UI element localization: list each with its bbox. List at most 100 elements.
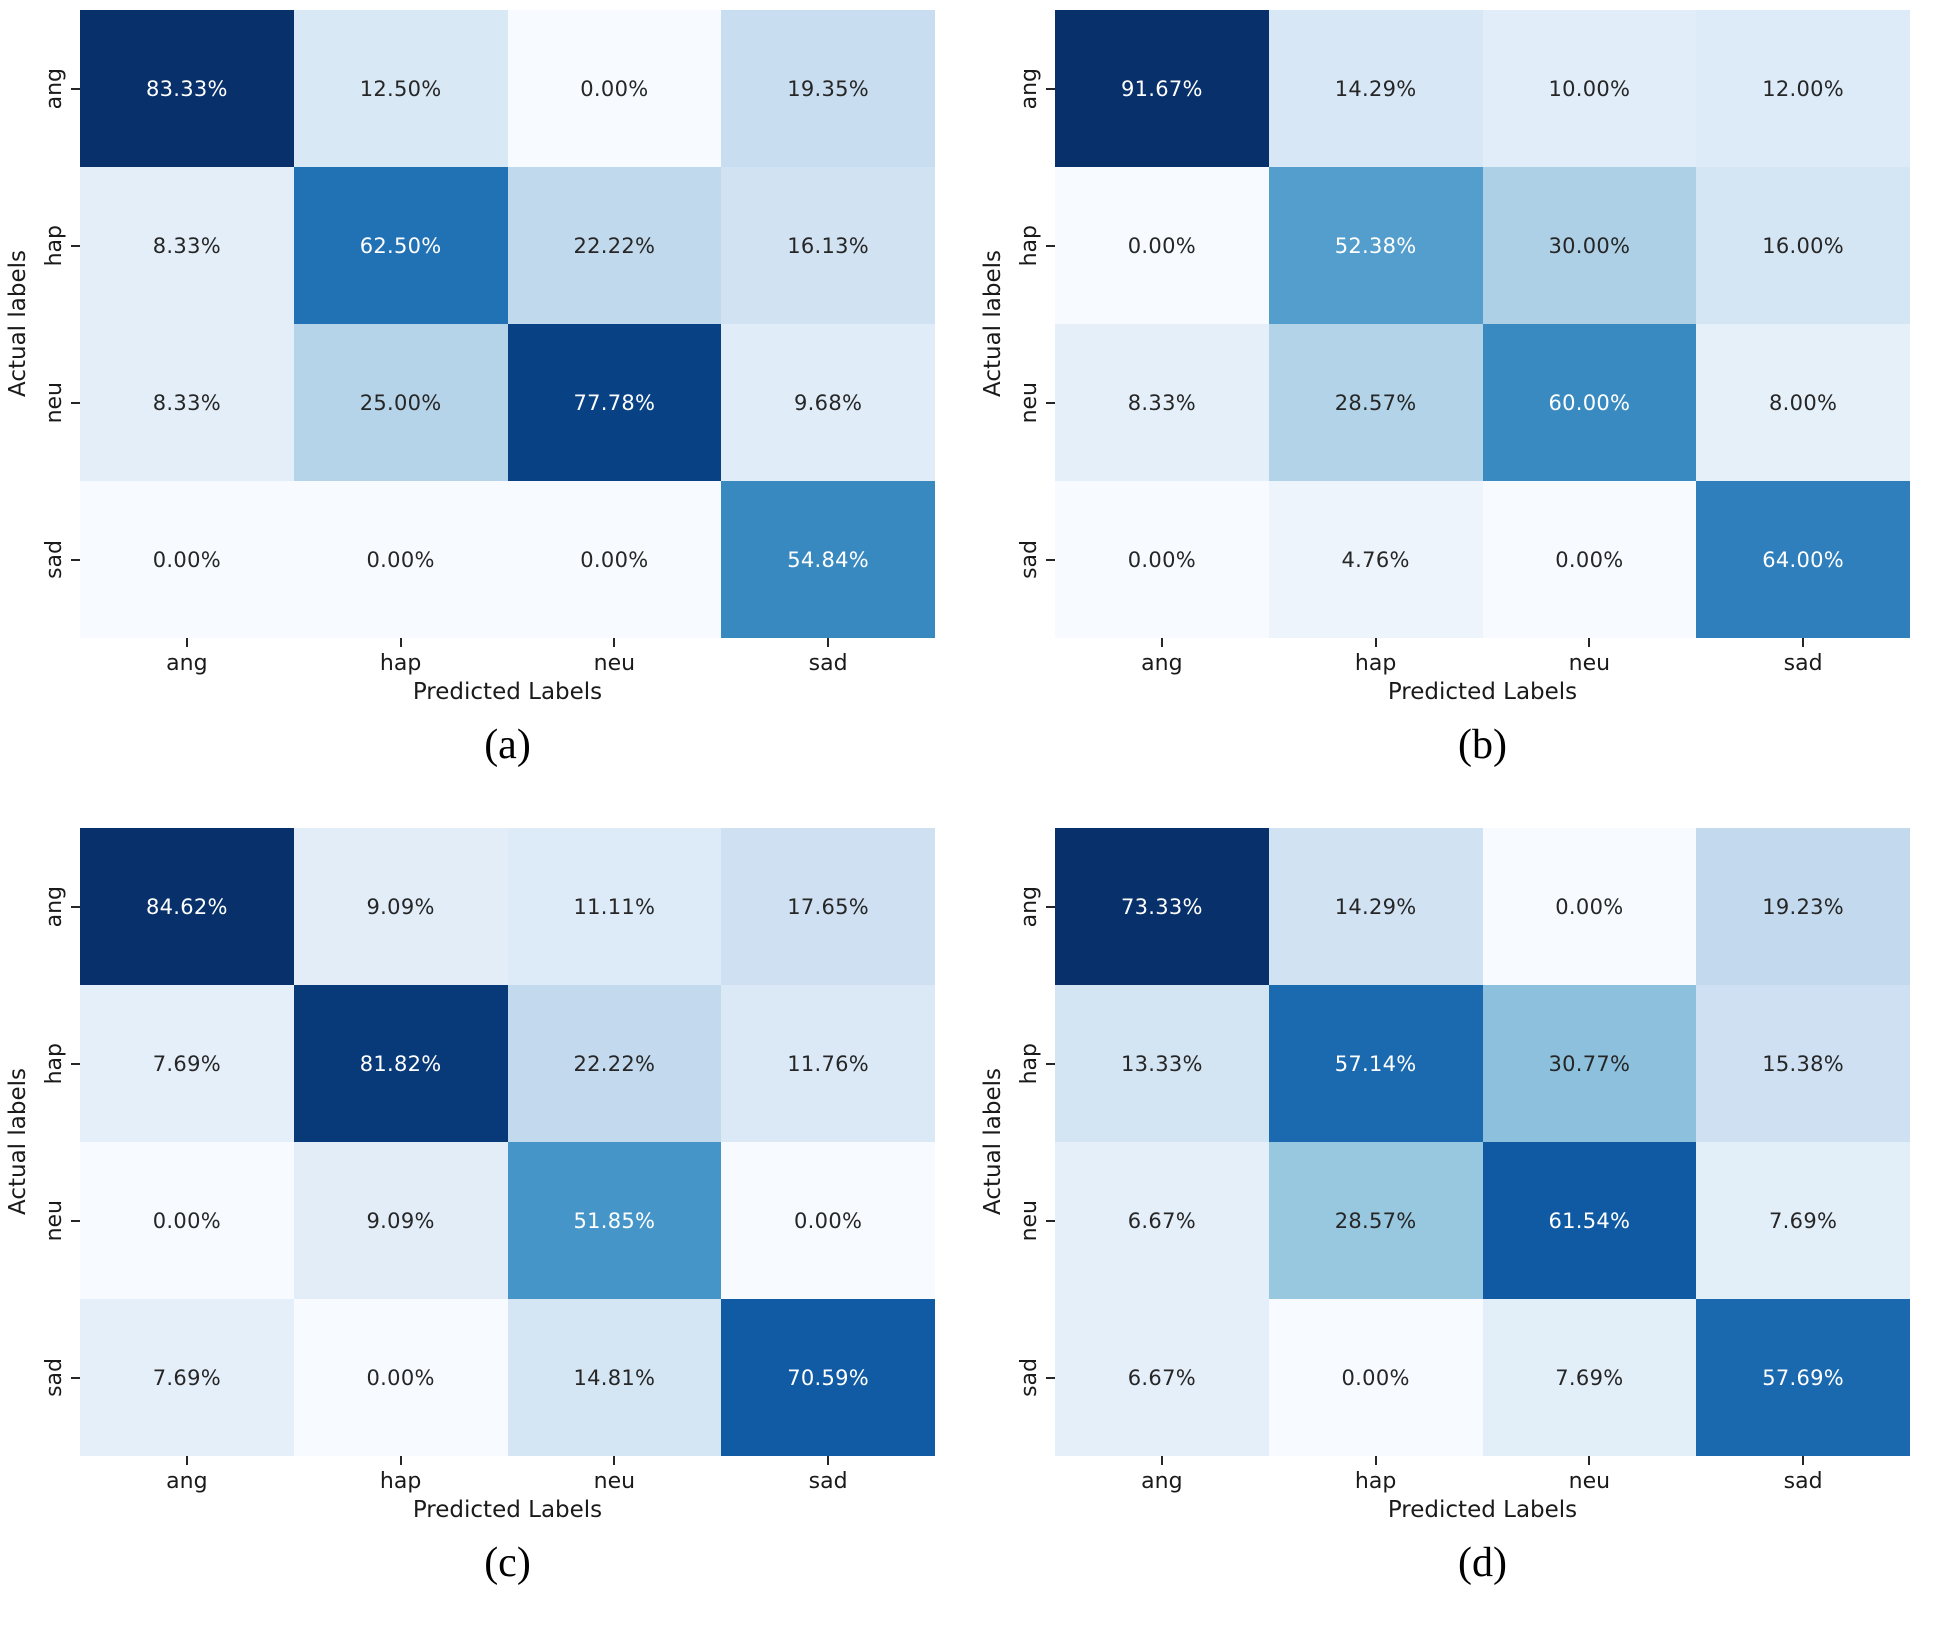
- x-tick-neu: neu: [508, 1456, 722, 1494]
- heatmap-cell-neu-neu: 61.54%: [1482, 1142, 1697, 1299]
- x-tick-hap: hap: [1269, 1456, 1483, 1494]
- heatmap-cell-sad-sad: 64.00%: [1696, 481, 1910, 638]
- heatmap-cell-hap-sad: 16.13%: [721, 167, 935, 324]
- tick-mark: [1046, 1376, 1055, 1379]
- tick-mark: [71, 1219, 80, 1222]
- tick-mark: [1046, 905, 1055, 908]
- x-axis-ticks: ang hap neu sad: [1055, 638, 1910, 676]
- heatmap-cell-ang-ang: 83.33%: [80, 10, 294, 167]
- heatmap-cell-ang-sad: 17.65%: [721, 828, 935, 985]
- x-tick-label: ang: [166, 1469, 208, 1494]
- subplot-caption-c: (c): [484, 1540, 531, 1586]
- heatmap-cell-sad-neu: 0.00%: [507, 481, 722, 638]
- heatmap-cell-neu-sad: 0.00%: [721, 1142, 935, 1299]
- x-tick-ang: ang: [1055, 1456, 1269, 1494]
- y-axis-ticks: ang hap neu sad: [36, 10, 80, 638]
- y-tick-neu: neu: [36, 1142, 80, 1299]
- heatmap-cell-hap-sad: 16.00%: [1696, 167, 1910, 324]
- x-axis-ticks: ang hap neu sad: [80, 638, 935, 676]
- heatmap-cell-neu-neu: 51.85%: [507, 1142, 722, 1299]
- heatmap-cell-ang-neu: 0.00%: [1482, 828, 1697, 985]
- y-tick-hap: hap: [1011, 985, 1055, 1142]
- y-axis-ticks: ang hap neu sad: [36, 828, 80, 1456]
- x-tick-label: hap: [379, 1469, 422, 1494]
- y-axis-title: Actual labels: [5, 1068, 31, 1216]
- heatmap-cell-hap-neu: 30.77%: [1482, 985, 1697, 1142]
- x-tick-label: hap: [1354, 651, 1397, 676]
- y-tick-label: neu: [42, 381, 67, 424]
- tick-mark: [1588, 1456, 1591, 1465]
- tick-mark: [1802, 1456, 1805, 1465]
- x-axis-ticks: ang hap neu sad: [1055, 1456, 1910, 1494]
- y-tick-label: ang: [1017, 67, 1042, 110]
- tick-mark: [1046, 1219, 1055, 1222]
- tick-mark: [71, 558, 80, 561]
- x-axis-title: Predicted Labels: [412, 679, 603, 705]
- x-axis-title: Predicted Labels: [1387, 1497, 1578, 1523]
- heatmap-cell-ang-ang: 84.62%: [80, 828, 294, 985]
- x-tick-label: neu: [1568, 651, 1611, 676]
- y-axis-title: Actual labels: [980, 250, 1006, 398]
- y-tick-sad: sad: [36, 1299, 80, 1456]
- y-tick-label: hap: [1017, 224, 1042, 267]
- heatmap-cell-sad-sad: 57.69%: [1696, 1299, 1910, 1456]
- x-axis-title: Predicted Labels: [412, 1497, 603, 1523]
- subplot-d: Actual labels ang hap neu sad 73.33% 14.29% 0…: [975, 818, 1950, 1628]
- y-tick-label: ang: [42, 885, 67, 928]
- heatmap-cell-sad-ang: 0.00%: [1055, 481, 1269, 638]
- x-axis-title: Predicted Labels: [1387, 679, 1578, 705]
- heatmap-cell-hap-ang: 0.00%: [1055, 167, 1269, 324]
- tick-mark: [71, 905, 80, 908]
- heatmap-cell-ang-sad: 12.00%: [1696, 10, 1910, 167]
- x-tick-ang: ang: [80, 638, 294, 676]
- heatmap-cell-neu-ang: 8.33%: [1055, 324, 1269, 481]
- y-tick-neu: neu: [1011, 1142, 1055, 1299]
- heatmap-b: 91.67% 14.29% 10.00% 12.00% 0.00% 52.38% 30.00…: [1055, 10, 1910, 638]
- x-tick-hap: hap: [1269, 638, 1483, 676]
- x-tick-label: neu: [593, 1469, 636, 1494]
- heatmap-cell-neu-hap: 28.57%: [1268, 324, 1483, 481]
- heatmap-a: 83.33% 12.50% 0.00% 19.35% 8.33% 62.50% 22.22%…: [80, 10, 935, 638]
- tick-mark: [185, 1456, 188, 1465]
- heatmap-cell-ang-sad: 19.35%: [721, 10, 935, 167]
- heatmap-cell-hap-sad: 11.76%: [721, 985, 935, 1142]
- heatmap-cell-sad-ang: 7.69%: [80, 1299, 294, 1456]
- y-tick-label: sad: [42, 540, 67, 579]
- heatmap-cell-sad-neu: 14.81%: [507, 1299, 722, 1456]
- heatmap-cell-ang-hap: 9.09%: [293, 828, 508, 985]
- x-tick-label: hap: [1354, 1469, 1397, 1494]
- y-tick-hap: hap: [36, 167, 80, 324]
- tick-mark: [1160, 638, 1163, 647]
- heatmap-cell-ang-neu: 10.00%: [1482, 10, 1697, 167]
- x-tick-sad: sad: [721, 1456, 935, 1494]
- heatmap-cell-ang-ang: 73.33%: [1055, 828, 1269, 985]
- y-axis-ticks: ang hap neu sad: [1011, 10, 1055, 638]
- heatmap-cell-ang-neu: 11.11%: [507, 828, 722, 985]
- x-tick-neu: neu: [1483, 638, 1697, 676]
- y-tick-label: sad: [42, 1358, 67, 1397]
- tick-mark: [1046, 401, 1055, 404]
- heatmap-cell-neu-hap: 28.57%: [1268, 1142, 1483, 1299]
- heatmap-cell-sad-ang: 6.67%: [1055, 1299, 1269, 1456]
- tick-mark: [399, 638, 402, 647]
- tick-mark: [71, 1062, 80, 1065]
- heatmap-cell-ang-hap: 14.29%: [1268, 828, 1483, 985]
- y-tick-neu: neu: [1011, 324, 1055, 481]
- x-tick-sad: sad: [721, 638, 935, 676]
- y-tick-label: hap: [42, 224, 67, 267]
- y-tick-label: neu: [42, 1199, 67, 1242]
- y-tick-label: hap: [42, 1042, 67, 1085]
- x-tick-label: sad: [808, 651, 848, 676]
- heatmap-cell-neu-sad: 8.00%: [1696, 324, 1910, 481]
- heatmap-cell-neu-neu: 60.00%: [1482, 324, 1697, 481]
- tick-mark: [1046, 244, 1055, 247]
- y-tick-sad: sad: [36, 481, 80, 638]
- heatmap-cell-hap-ang: 13.33%: [1055, 985, 1269, 1142]
- y-tick-sad: sad: [1011, 481, 1055, 638]
- heatmap-cell-sad-neu: 0.00%: [1482, 481, 1697, 638]
- heatmap-cell-neu-sad: 9.68%: [721, 324, 935, 481]
- y-tick-sad: sad: [1011, 1299, 1055, 1456]
- x-tick-label: sad: [1783, 1469, 1823, 1494]
- y-tick-label: neu: [1017, 1199, 1042, 1242]
